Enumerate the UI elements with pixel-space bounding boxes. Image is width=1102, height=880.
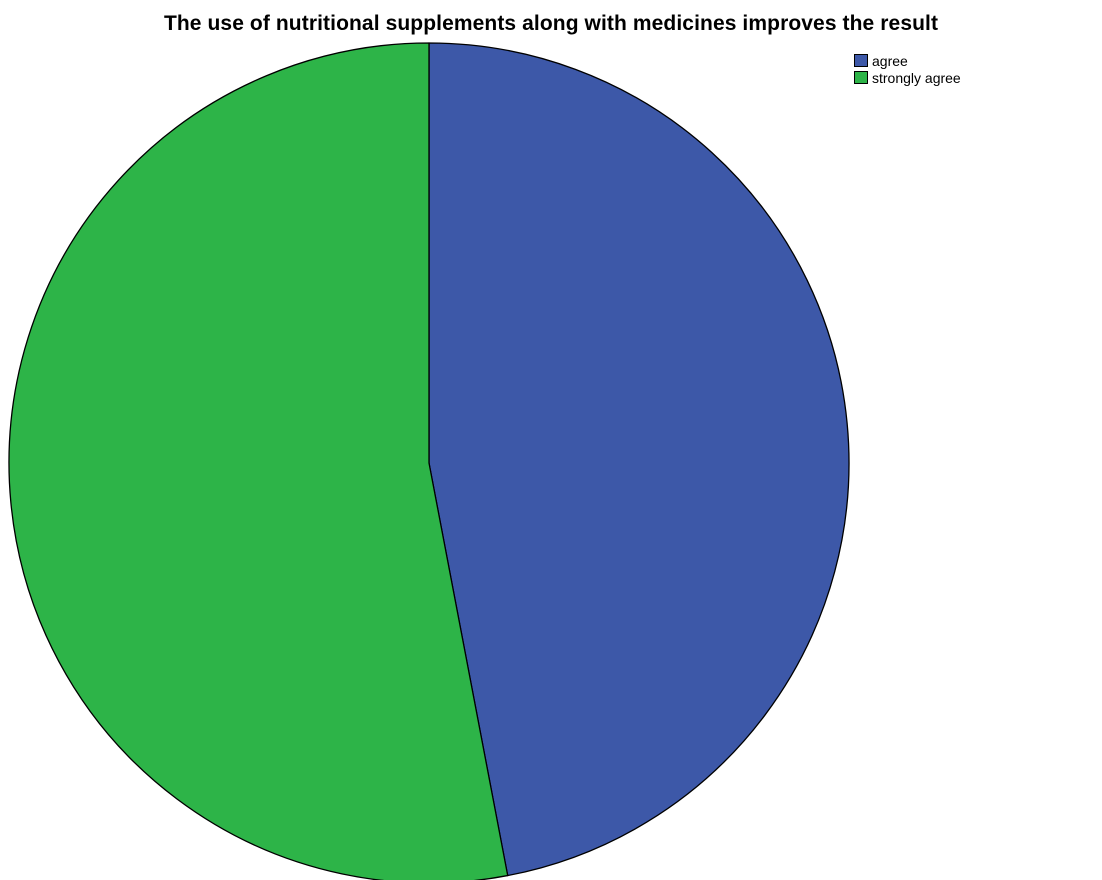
legend-item-strongly-agree: strongly agree: [854, 69, 961, 86]
pie-slice-agree: [428, 42, 850, 877]
pie-slice-strongly-agree: [8, 42, 509, 880]
legend-swatch-agree: [854, 54, 868, 67]
legend-label-strongly-agree: strongly agree: [872, 69, 961, 86]
legend-item-agree: agree: [854, 52, 961, 69]
legend: agree strongly agree: [854, 52, 961, 86]
chart-title: The use of nutritional supplements along…: [163, 12, 939, 35]
legend-swatch-strongly-agree: [854, 71, 868, 84]
legend-label-agree: agree: [872, 52, 908, 69]
